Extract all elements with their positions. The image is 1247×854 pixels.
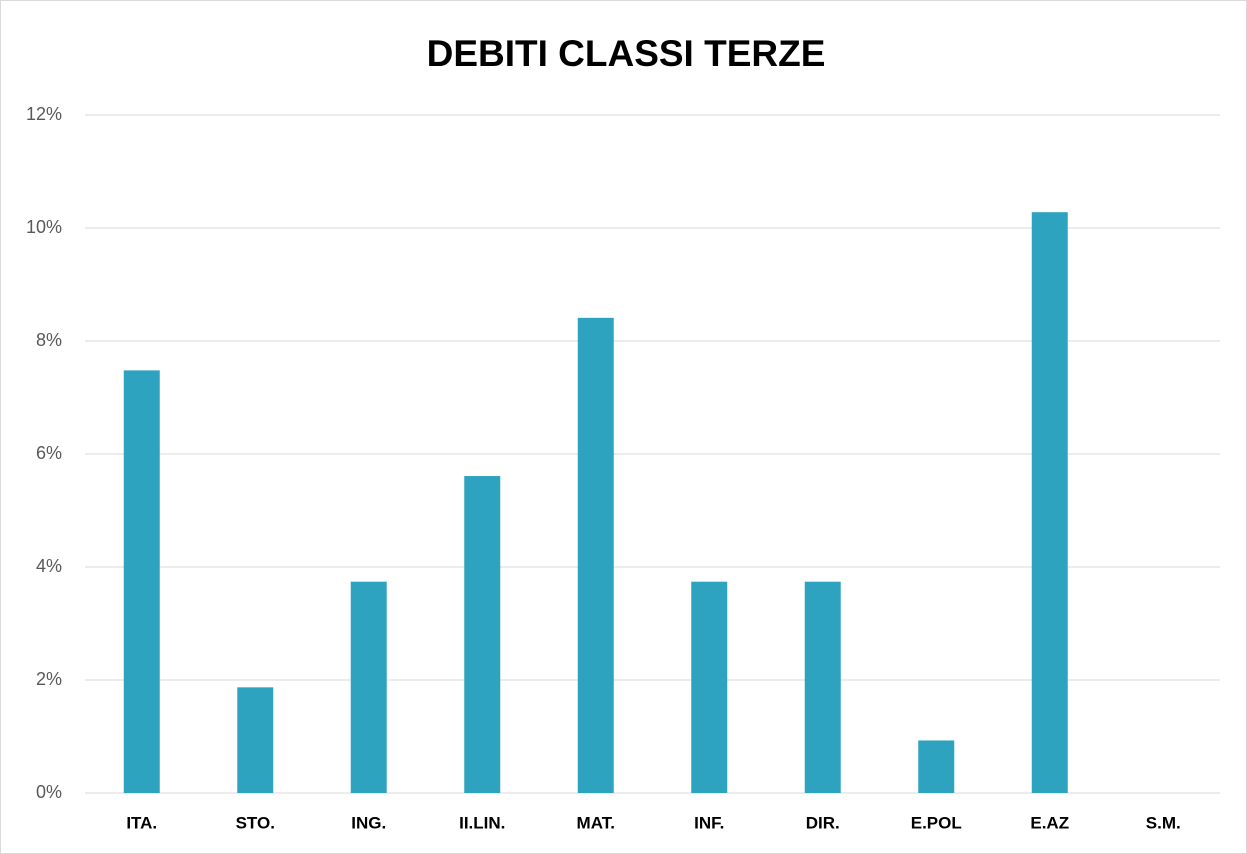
y-tick-label: 6%: [36, 443, 62, 463]
chart-title: DEBITI CLASSI TERZE: [427, 33, 826, 74]
x-tick-label: E.POL: [911, 813, 962, 832]
y-tick-label: 2%: [36, 669, 62, 689]
bar: [577, 317, 614, 793]
bar: [464, 476, 501, 793]
x-tick-label: MAT.: [577, 813, 615, 832]
x-tick-label: STO.: [236, 813, 275, 832]
x-tick-label: INF.: [694, 813, 724, 832]
x-tick-label: DIR.: [806, 813, 840, 832]
y-tick-label: 4%: [36, 556, 62, 576]
bar: [918, 740, 955, 793]
bar: [804, 581, 841, 793]
bar: [691, 581, 728, 793]
y-tick-label: 10%: [26, 217, 62, 237]
y-tick-label: 8%: [36, 330, 62, 350]
x-tick-label: ING.: [351, 813, 386, 832]
y-tick-label: 0%: [36, 782, 62, 802]
x-tick-label: ITA.: [126, 813, 157, 832]
bar: [350, 581, 387, 793]
x-tick-label: E.AZ: [1030, 813, 1069, 832]
bar: [1031, 212, 1068, 793]
bar: [123, 370, 160, 793]
x-tick-label: II.LIN.: [459, 813, 505, 832]
bar: [237, 687, 274, 793]
x-tick-label: S.M.: [1146, 813, 1181, 832]
y-tick-label: 12%: [26, 104, 62, 124]
